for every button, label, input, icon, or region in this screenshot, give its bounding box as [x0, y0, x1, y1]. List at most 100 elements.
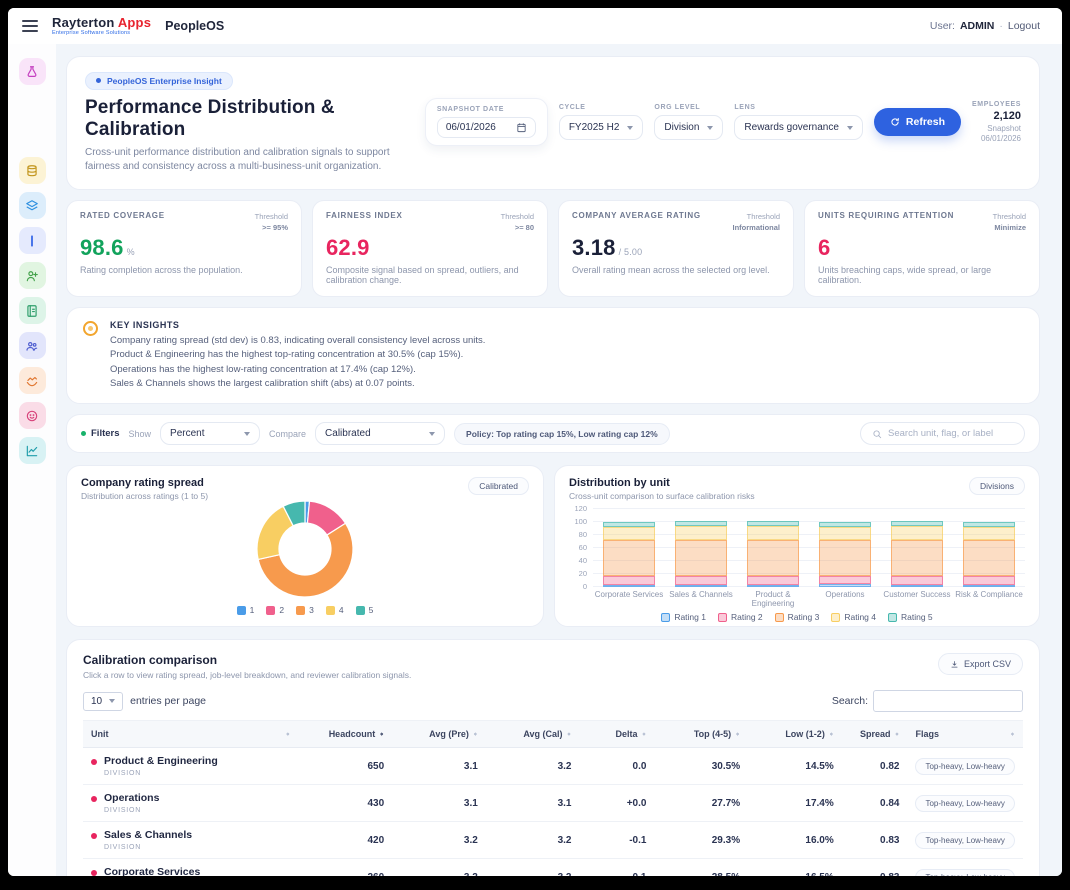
column-header-spread[interactable]: Spread▲▼	[842, 721, 908, 748]
search-icon	[872, 429, 882, 439]
sort-icon[interactable]: ▲▼	[642, 734, 647, 735]
sort-icon[interactable]: ▲▼	[473, 734, 478, 735]
delta-cell: +0.0	[579, 785, 654, 822]
rating-spread-chart-card: Company rating spread Distribution acros…	[66, 465, 544, 627]
sidebar-item-team[interactable]	[19, 332, 46, 359]
sort-icon[interactable]: ▲▼	[1010, 734, 1015, 735]
column-header-flags[interactable]: Flags▲▼	[907, 721, 1023, 748]
bar-segment-rating-1	[675, 585, 727, 587]
lens-value: Rewards governance	[744, 122, 839, 133]
column-header-top-4-5-[interactable]: Top (4-5)▲▼	[654, 721, 748, 748]
snapshot-date-input[interactable]	[446, 122, 508, 133]
bar-chart[interactable]: 120100806040200	[569, 509, 1025, 587]
global-search-field[interactable]	[860, 422, 1025, 445]
donut-legend-item-1[interactable]: 1	[237, 605, 255, 615]
sidebar-item-address-book[interactable]	[19, 297, 46, 324]
sidebar-item-handshake[interactable]	[19, 367, 46, 394]
sort-icon[interactable]: ▲▼	[379, 734, 384, 735]
kpi-value: 98.6%	[80, 235, 288, 261]
kpi-card-0: RATED COVERAGEThreshold>= 95%98.6%Rating…	[66, 200, 302, 298]
column-header-avg-pre-[interactable]: Avg (Pre) ▲▼	[392, 721, 486, 748]
sort-icon[interactable]: ▲▼	[567, 734, 572, 735]
bar-segment-rating-1	[603, 585, 655, 587]
bar-legend-item-rating-3[interactable]: Rating 3	[775, 612, 820, 622]
bar-legend-item-rating-5[interactable]: Rating 5	[888, 612, 933, 622]
legend-swatch-icon	[775, 613, 784, 622]
show-select[interactable]: Percent	[160, 422, 260, 445]
sidebar-item-user-plus[interactable]	[19, 262, 46, 289]
column-header-avg-cal-[interactable]: Avg (Cal)▲▼	[486, 721, 580, 748]
legend-label: Rating 1	[674, 612, 706, 622]
bar-legend-item-rating-2[interactable]: Rating 2	[718, 612, 763, 622]
menu-icon[interactable]	[22, 20, 38, 32]
org-level-select[interactable]: Division	[654, 115, 723, 140]
sidebar-item-flask[interactable]	[19, 58, 46, 85]
bar-legend-item-rating-1[interactable]: Rating 1	[661, 612, 706, 622]
sort-icon[interactable]: ▲▼	[829, 734, 834, 735]
app-window: Rayterton Apps Enterprise Software Solut…	[8, 8, 1062, 876]
logout-link[interactable]: Logout	[1008, 20, 1040, 32]
insight-badge: PeopleOS Enterprise Insight	[85, 72, 233, 90]
table-row-sales-channels[interactable]: Sales & ChannelsDIVISION4203.23.2-0.129.…	[83, 822, 1023, 859]
sidebar-item-text-cursor[interactable]	[19, 227, 46, 254]
chevron-down-icon	[244, 432, 250, 436]
donut-legend-item-2[interactable]: 2	[266, 605, 284, 615]
sort-icon[interactable]: ▲▼	[895, 734, 900, 735]
sidebar-item-sticker[interactable]	[19, 402, 46, 429]
legend-label: 3	[309, 605, 314, 615]
column-header-low-1-2-[interactable]: Low (1-2)▲▼	[748, 721, 842, 748]
bar-sales-channels[interactable]	[665, 509, 737, 587]
sidebar-item-chart-line[interactable]	[19, 437, 46, 464]
bar-risk-compliance[interactable]	[953, 509, 1025, 587]
bar-legend-item-rating-4[interactable]: Rating 4	[831, 612, 876, 622]
bar-customer-success[interactable]	[881, 509, 953, 587]
donut-chart[interactable]	[253, 497, 357, 601]
sort-icon[interactable]: ▲▼	[735, 734, 740, 735]
unit-status-dot-icon	[91, 870, 97, 876]
table-row-corporate-services[interactable]: Corporate ServicesDIVISION2603.23.2-0.12…	[83, 859, 1023, 877]
sidebar-item-database[interactable]	[19, 157, 46, 184]
delta-cell: -0.1	[579, 822, 654, 859]
insight-line: Company rating spread (std dev) is 0.83,…	[110, 334, 485, 348]
calendar-icon[interactable]	[516, 122, 527, 133]
kpi-card-3: UNITS REQUIRING ATTENTIONThresholdMinimi…	[804, 200, 1040, 298]
column-header-delta[interactable]: Delta ▲▼	[579, 721, 654, 748]
column-header-label: Avg (Pre)	[429, 729, 469, 739]
compare-select[interactable]: Calibrated	[315, 422, 445, 445]
donut-legend-item-5[interactable]: 5	[356, 605, 374, 615]
unit-status-dot-icon	[91, 796, 97, 802]
column-header-label: Delta	[615, 729, 637, 739]
column-header-headcount[interactable]: Headcount▲▼	[298, 721, 392, 748]
global-search-input[interactable]	[888, 428, 1013, 439]
badge-dot-icon	[96, 78, 101, 83]
x-axis-label: Sales & Channels	[665, 590, 737, 608]
kpi-threshold: ThresholdInformational	[732, 211, 780, 234]
sort-icon[interactable]: ▲▼	[285, 734, 290, 735]
brand-logo[interactable]: Rayterton Apps Enterprise Software Solut…	[52, 16, 151, 37]
legend-swatch-icon	[718, 613, 727, 622]
entries-per-page-select[interactable]: 10	[83, 692, 123, 711]
cycle-select[interactable]: FY2025 H2	[559, 115, 644, 140]
bar-operations[interactable]	[809, 509, 881, 587]
sidebar-item-layers[interactable]	[19, 192, 46, 219]
snapshot-date-field: SNAPSHOT DATE	[425, 98, 548, 146]
export-csv-button[interactable]: Export CSV	[938, 653, 1023, 675]
kpi-label: FAIRNESS INDEX	[326, 211, 402, 234]
donut-legend-item-4[interactable]: 4	[326, 605, 344, 615]
column-header-unit[interactable]: Unit▲▼	[83, 721, 298, 748]
main-content: PeopleOS Enterprise Insight Performance …	[56, 44, 1062, 876]
table-row-operations[interactable]: OperationsDIVISION4303.13.1+0.027.7%17.4…	[83, 785, 1023, 822]
bar-product-engineering[interactable]	[737, 509, 809, 587]
refresh-button[interactable]: Refresh	[874, 108, 961, 136]
bar-segment-rating-2	[963, 576, 1015, 585]
lens-select[interactable]: Rewards governance	[734, 115, 863, 140]
table-search-input[interactable]	[873, 690, 1023, 712]
table-row-product-engineering[interactable]: Product & EngineeringDIVISION6503.13.20.…	[83, 748, 1023, 785]
distribution-by-unit-chart-card: Distribution by unit Cross-unit comparis…	[554, 465, 1040, 627]
bar-segment-rating-1	[963, 585, 1015, 587]
top-cell: 30.5%	[654, 748, 748, 785]
bar-corporate-services[interactable]	[593, 509, 665, 587]
donut-legend-item-3[interactable]: 3	[296, 605, 314, 615]
bar-segment-rating-3	[819, 540, 871, 576]
low-cell: 16.5%	[748, 859, 842, 877]
